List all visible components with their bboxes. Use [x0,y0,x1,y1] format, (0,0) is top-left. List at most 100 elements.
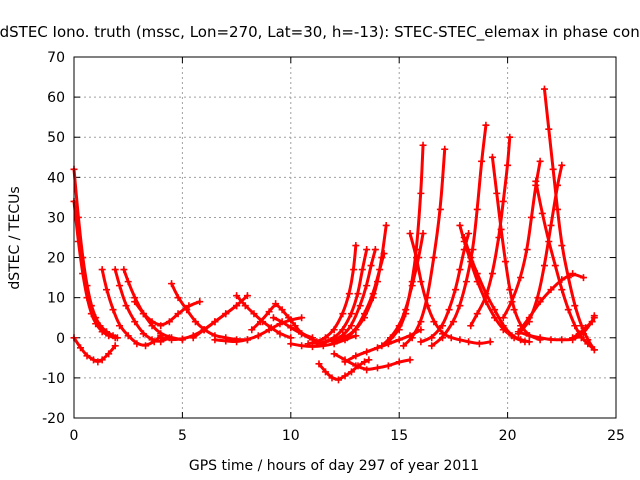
y-tick-label: 0 [56,331,65,347]
data-point [569,334,577,342]
y-axis-label: dSTEC / TECUs [7,186,23,289]
x-tick-label: 5 [178,428,187,444]
data-point [549,165,557,173]
data-point [341,372,349,380]
data-point [510,306,518,314]
y-tick-label: -10 [42,371,65,387]
data-point [98,266,106,274]
data-point [139,330,147,338]
series-20 [343,221,390,342]
data-point [467,322,475,330]
data-point [575,330,583,338]
data-point [532,177,540,185]
data-point [460,234,468,241]
data-point [189,334,197,342]
series-28 [428,121,490,350]
data-point [419,229,427,237]
data-point [90,356,98,364]
x-axis-label: GPS time / hours of day 297 of year 2011 [189,458,479,474]
data-point [243,336,251,344]
data-point [514,328,522,336]
series-trace [542,87,596,352]
data-point [501,258,509,266]
data-point [523,246,531,254]
data-point [482,294,490,302]
data-point [185,302,193,310]
data-point [222,337,230,345]
data-point [313,340,321,348]
chart-title: dSTEC Iono. truth (mssc, Lon=270, Lat=30… [0,23,640,42]
data-point [291,322,299,330]
data-point [428,334,436,342]
data-point [250,310,258,318]
data-point [486,338,494,346]
data-point [491,306,499,314]
data-point [365,356,373,364]
data-point [352,362,360,370]
x-tick-label: 0 [70,428,79,444]
data-point [374,364,382,372]
axis-ticks: 0 5 10 15 20 25 -20 -10 0 10 20 30 40 50 60 70 [42,50,625,444]
data-point [571,302,579,310]
data-point [339,310,347,318]
series-trace [534,179,596,352]
data-point [569,270,577,278]
y-tick-label: -20 [42,411,65,427]
data-point [419,141,427,149]
data-point [406,356,414,364]
data-point [378,254,386,262]
data-series [70,85,598,384]
data-point [545,125,553,133]
data-point [417,318,425,326]
data-point [124,332,132,340]
data-point [328,374,336,382]
y-tick-label: 40 [47,170,65,186]
data-point [508,298,516,306]
data-point [352,352,360,360]
data-point [233,292,241,300]
series-trace [122,268,184,342]
series-34 [514,161,566,338]
data-point [94,358,102,366]
data-point [122,302,130,310]
data-point [506,133,514,141]
data-point [384,362,392,370]
x-tick-label: 20 [499,428,517,444]
series-25 [400,145,449,350]
data-point [133,340,141,348]
data-point [378,342,386,350]
data-point [482,121,490,129]
data-point [491,314,499,322]
data-point [265,326,273,334]
data-point [278,306,286,314]
data-point [497,225,505,233]
x-tick-label: 25 [607,428,625,444]
data-point [467,254,475,262]
y-tick-label: 70 [47,50,65,66]
data-point [564,274,572,282]
data-point [584,340,592,348]
data-point [452,286,460,294]
data-point [499,197,507,205]
data-point [475,340,483,348]
y-tick-label: 50 [47,130,65,146]
data-point [298,330,306,338]
data-point [534,294,542,302]
data-point [111,266,119,274]
series-4 [111,266,173,346]
data-point [120,266,128,274]
data-point [111,334,119,342]
data-point [577,334,585,342]
data-point [157,334,165,342]
data-point [339,326,347,334]
data-point [233,302,241,310]
data-point [363,348,371,356]
data-point [269,314,277,322]
data-point [352,242,360,250]
data-point [536,298,544,306]
data-point [517,336,525,344]
data-point [465,229,473,237]
data-point [79,270,87,278]
series-26 [406,229,494,348]
data-point [395,358,403,366]
